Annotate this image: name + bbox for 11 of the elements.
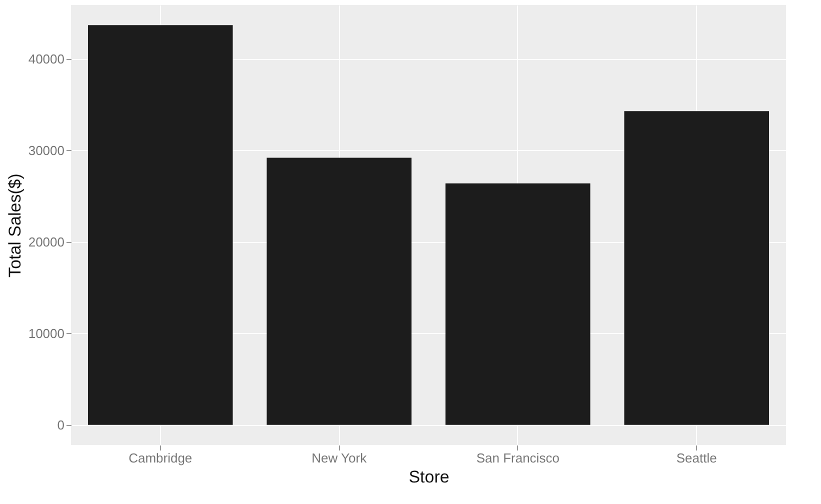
y-tick-label: 0 bbox=[57, 417, 64, 432]
x-tick-label: San Francisco bbox=[476, 450, 560, 466]
x-tick-label: Cambridge bbox=[128, 450, 192, 466]
y-tick-label: 20000 bbox=[28, 234, 64, 250]
y-axis-title: Total Sales($) bbox=[5, 174, 24, 278]
y-tick-label: 40000 bbox=[28, 51, 64, 66]
x-tick-label: New York bbox=[312, 450, 368, 466]
y-tick-label: 30000 bbox=[28, 142, 64, 158]
x-tick-label: Seattle bbox=[676, 450, 717, 466]
x-axis-title: Store bbox=[408, 468, 450, 486]
y-tick-label: 10000 bbox=[28, 326, 64, 341]
